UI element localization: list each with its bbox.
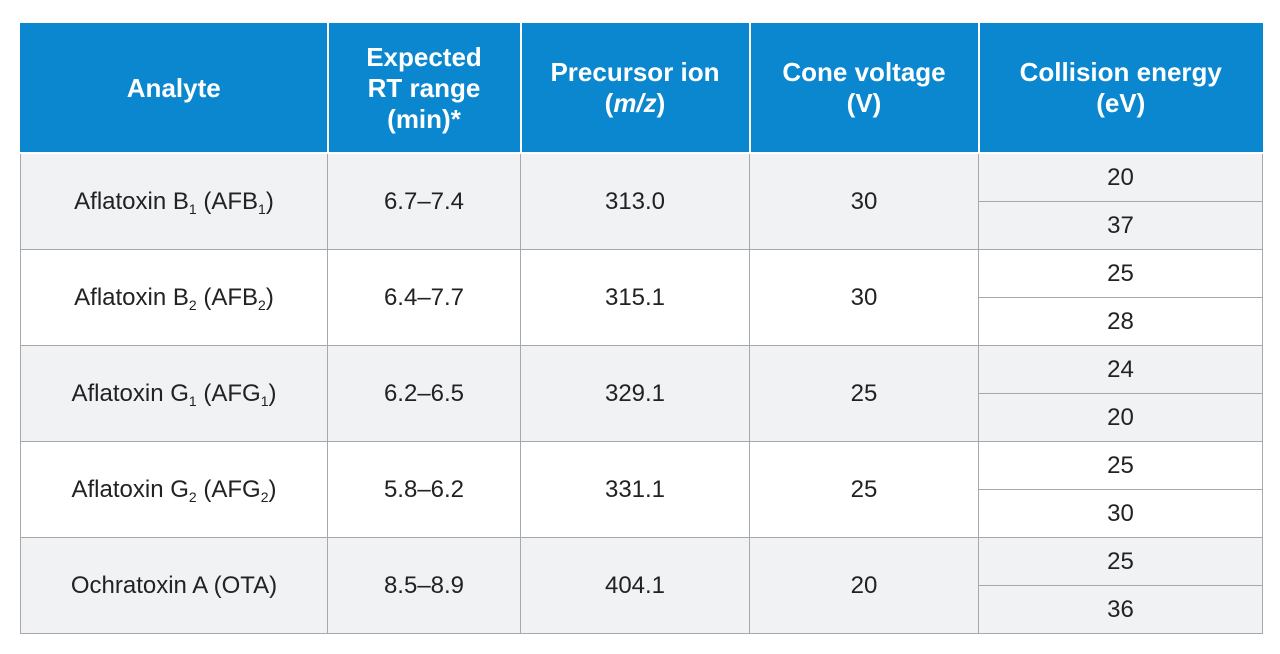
analyte-close: ): [268, 379, 277, 407]
table-subrow: 28: [21, 297, 1263, 346]
table-subrow: 37: [21, 201, 1263, 250]
cell-analyte: Aflatoxin G1 (AFG1): [20, 345, 328, 442]
analyte-abbrev: (AFB: [196, 283, 259, 311]
cell-collision-energy: 25: [978, 537, 1263, 586]
cell-rt-range: 6.7–7.4: [327, 152, 521, 250]
analyte-name: Aflatoxin G: [71, 475, 189, 503]
cell-cone-voltage: 25: [749, 345, 979, 442]
cell-collision-energy: 20: [978, 393, 1263, 442]
analyte-close: ): [265, 187, 274, 215]
header-ce-line1: Collision energy: [1019, 57, 1222, 87]
cell-collision-energy: 36: [978, 585, 1263, 634]
analyte-abbrev-subscript: 1: [258, 200, 266, 217]
header-row: Analyte Expected RT range (min)* Precurs…: [20, 23, 1263, 154]
header-analyte: Analyte: [20, 23, 329, 154]
analyte-subscript: 1: [188, 200, 197, 217]
cell-collision-energy: 30: [978, 489, 1263, 538]
cell-cone-voltage: 20: [749, 537, 979, 634]
header-precursor-mz: m/z: [613, 88, 657, 118]
table-header: Analyte Expected RT range (min)* Precurs…: [20, 23, 1263, 154]
cell-collision-energy: 20: [978, 152, 1263, 202]
cell-analyte: Aflatoxin B1 (AFB1): [20, 152, 328, 250]
cell-precursor-ion: 313.0: [520, 152, 750, 250]
cell-collision-energy: 25: [978, 249, 1263, 298]
cell-collision-energy: 28: [978, 297, 1263, 346]
header-collision-energy: Collision energy (eV): [977, 23, 1263, 154]
table-subrow: 30: [21, 489, 1263, 538]
cell-analyte: Aflatoxin G2 (AFG2): [20, 441, 328, 538]
header-precursor-line1: Precursor ion: [550, 57, 720, 87]
analyte-abbrev-subscript: 2: [260, 488, 269, 505]
table-row: Ochratoxin A (OTA) 8.5–8.9 404.1 20 25: [20, 537, 1263, 634]
cell-rt-range: 5.8–6.2: [327, 441, 521, 538]
analyte-name: Ochratoxin A (OTA): [70, 571, 278, 599]
cell-analyte: Ochratoxin A (OTA): [20, 537, 328, 634]
analyte-close: ): [265, 283, 274, 311]
header-cone-voltage: Cone voltage (V): [748, 23, 980, 154]
analyte-abbrev: (AFG: [196, 475, 261, 503]
cell-rt-range: 6.2–6.5: [327, 345, 521, 442]
header-rt-line1: Expected: [366, 41, 482, 72]
header-ce-line2: (eV): [1096, 88, 1146, 118]
mrm-parameters-table: Analyte Expected RT range (min)* Precurs…: [20, 23, 1263, 634]
header-precursor-line2: (m/z): [528, 88, 743, 119]
table-subrow: 20: [21, 393, 1263, 442]
table-row: Aflatoxin G2 (AFG2) 5.8–6.2 331.1 25 25: [20, 441, 1263, 538]
analyte-name: Aflatoxin B: [74, 187, 189, 215]
analyte-name: Aflatoxin G: [71, 379, 189, 407]
analyte-abbrev-subscript: 1: [260, 392, 269, 409]
table-row: Aflatoxin G1 (AFG1) 6.2–6.5 329.1 25 24: [20, 345, 1263, 442]
header-precursor-open: (: [604, 88, 614, 118]
cell-collision-energy: 37: [978, 201, 1263, 250]
table-row: Aflatoxin B2 (AFB2) 6.4–7.7 315.1 30 25: [20, 249, 1263, 346]
cell-rt-range: 8.5–8.9: [327, 537, 521, 634]
table-subrow: 36: [21, 585, 1263, 634]
header-rt-range: Expected RT range (min)*: [326, 23, 522, 154]
header-analyte-label: Analyte: [126, 72, 221, 103]
header-rt-line2: RT range: [367, 72, 481, 103]
analyte-abbrev: (AFG: [196, 379, 261, 407]
header-rt-line3: (min)*: [387, 103, 461, 134]
analyte-abbrev: (AFB: [196, 187, 259, 215]
header-precursor-ion: Precursor ion (m/z): [519, 23, 751, 154]
analyte-close: ): [268, 475, 277, 503]
cell-precursor-ion: 315.1: [520, 249, 750, 346]
cell-collision-energy: 25: [978, 441, 1263, 490]
analyte-subscript: 2: [188, 488, 197, 505]
cell-precursor-ion: 329.1: [520, 345, 750, 442]
cell-cone-voltage: 25: [749, 441, 979, 538]
cell-precursor-ion: 404.1: [520, 537, 750, 634]
header-cone-line2: (V): [846, 88, 882, 118]
cell-cone-voltage: 30: [749, 152, 979, 250]
cell-precursor-ion: 331.1: [520, 441, 750, 538]
cell-rt-range: 6.4–7.7: [327, 249, 521, 346]
analyte-abbrev-subscript: 2: [258, 296, 266, 313]
cell-analyte: Aflatoxin B2 (AFB2): [20, 249, 328, 346]
table-body: Aflatoxin B1 (AFB1) 6.7–7.4 313.0 30 20 …: [20, 152, 1263, 634]
table-row: Aflatoxin B1 (AFB1) 6.7–7.4 313.0 30 20: [20, 152, 1263, 250]
header-precursor-close: ): [656, 88, 666, 118]
analyte-subscript: 2: [188, 296, 197, 313]
cell-collision-energy: 24: [978, 345, 1263, 394]
analyte-subscript: 1: [188, 392, 197, 409]
header-cone-line1: Cone voltage: [782, 57, 946, 87]
analyte-name: Aflatoxin B: [74, 283, 189, 311]
cell-cone-voltage: 30: [749, 249, 979, 346]
